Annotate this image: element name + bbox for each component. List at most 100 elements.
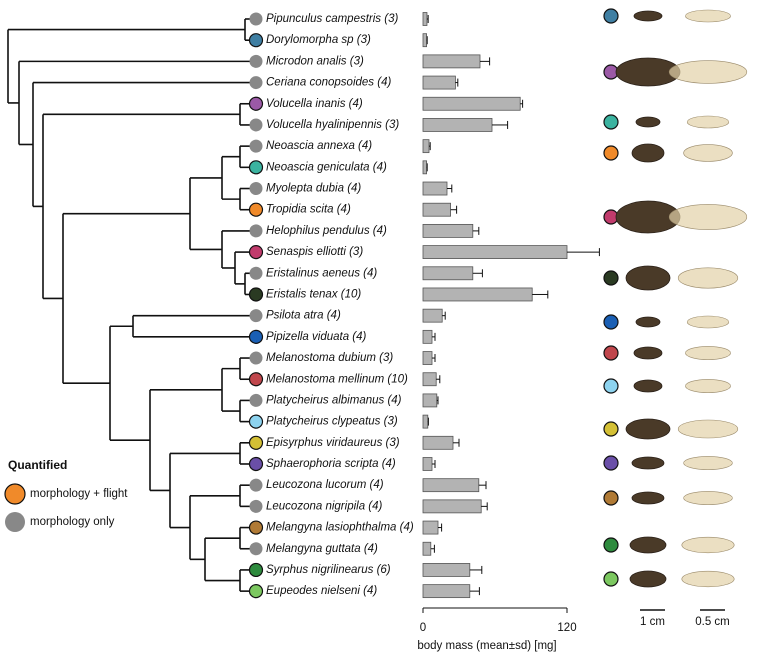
insect-wing: [681, 536, 735, 554]
insect-body: [633, 346, 663, 360]
bar: [422, 287, 533, 302]
species-label: Episyrphus viridaureus (3): [266, 437, 400, 449]
group-marker: [248, 33, 264, 48]
species-label: Volucella inanis (4): [266, 98, 363, 110]
group-marker: [248, 244, 264, 260]
insect-body: [625, 265, 671, 291]
bar: [422, 520, 439, 535]
species-label: Melangyna guttata (4): [266, 543, 378, 555]
group-marker: [249, 76, 263, 90]
phylogeny: [7, 18, 250, 592]
bar: [422, 118, 493, 132]
photo-marker: [603, 8, 619, 24]
bar: [422, 308, 443, 323]
bar: [422, 202, 452, 217]
species-label: Syrphus nigrilinearus (6): [266, 564, 391, 576]
group-marker: [249, 139, 263, 153]
insect-wing: [685, 379, 731, 393]
photo-marker: [603, 490, 619, 506]
legend-marker: [4, 483, 26, 505]
species-label: Dorylomorpha sp (3): [266, 34, 371, 46]
group-marker: [248, 414, 264, 429]
bar: [422, 478, 480, 493]
bar: [422, 160, 427, 175]
x-tick-label: 0: [420, 622, 426, 634]
bar: [422, 54, 481, 69]
species-label: Melangyna lasiophthalma (4): [266, 522, 414, 534]
insect-wing: [668, 60, 748, 84]
group-marker: [248, 562, 264, 578]
bar: [422, 414, 429, 429]
insect-wing: [668, 204, 748, 230]
bar: [422, 563, 471, 577]
photo-marker: [603, 378, 619, 394]
insect-body: [635, 316, 661, 328]
scale-bar-label: 0.5 cm: [695, 616, 730, 628]
species-label: Tropidia scita (4): [266, 204, 351, 216]
insect-body: [631, 491, 665, 505]
photo-marker: [603, 537, 619, 553]
insect-body: [631, 456, 665, 470]
group-marker: [249, 393, 263, 407]
species-label: Melanostoma dubium (3): [266, 352, 393, 364]
species-label: Myolepta dubia (4): [266, 183, 361, 195]
insect-body: [633, 379, 663, 393]
insect-body: [635, 116, 661, 128]
insect-wing: [683, 456, 733, 470]
group-marker: [248, 584, 264, 599]
bar: [422, 96, 521, 111]
photo-marker: [603, 270, 619, 286]
photo-marker: [603, 421, 619, 437]
group-marker: [248, 435, 264, 450]
species-label: Melanostoma mellinum (10): [266, 373, 408, 385]
group-marker: [248, 160, 264, 175]
insect-body: [633, 10, 663, 22]
species-label: Leucozona nigripila (4): [266, 500, 383, 512]
bar: [422, 329, 433, 344]
insect-wing: [686, 115, 730, 129]
bar: [422, 372, 437, 387]
legend-label: morphology only: [30, 516, 115, 528]
photo-marker: [603, 455, 619, 471]
group-marker: [249, 499, 263, 513]
bar: [422, 12, 428, 26]
bar: [422, 457, 433, 471]
species-label: Neoascia geniculata (4): [266, 161, 387, 173]
group-marker: [249, 351, 263, 365]
group-marker: [248, 456, 264, 472]
legend-label: morphology + flight: [30, 488, 128, 500]
insect-wing: [677, 419, 739, 439]
bar: [422, 139, 430, 154]
insect-body: [629, 570, 667, 588]
insect-wing: [681, 570, 735, 588]
insect-wing: [685, 9, 731, 23]
group-marker: [248, 372, 264, 387]
insect-wing: [677, 267, 739, 289]
species-label: Sphaerophoria scripta (4): [266, 458, 396, 470]
bar: [422, 245, 568, 259]
bar: [422, 435, 454, 450]
bar: [422, 266, 474, 281]
insect-body: [629, 536, 667, 554]
group-marker: [248, 329, 264, 344]
group-marker: [249, 542, 263, 556]
species-label: Helophilus pendulus (4): [266, 225, 387, 237]
species-label: Neoascia annexa (4): [266, 140, 372, 152]
group-marker: [248, 287, 264, 302]
photo-marker: [603, 145, 619, 161]
species-label: Psilota atra (4): [266, 310, 341, 322]
x-axis-label: body mass (mean±sd) [mg]: [417, 640, 556, 652]
insect-wing: [685, 346, 731, 360]
bar: [422, 33, 427, 48]
insect-wing: [683, 144, 733, 162]
group-marker: [249, 118, 263, 132]
group-marker: [249, 309, 263, 323]
photo-marker: [603, 571, 619, 587]
species-label: Volucella hyalinipennis (3): [266, 119, 399, 131]
species-label: Senaspis elliotti (3): [266, 246, 363, 258]
species-label: Platycheirus albimanus (4): [266, 394, 402, 406]
group-marker: [249, 12, 263, 26]
photo-marker: [603, 114, 619, 130]
bar: [422, 499, 482, 514]
